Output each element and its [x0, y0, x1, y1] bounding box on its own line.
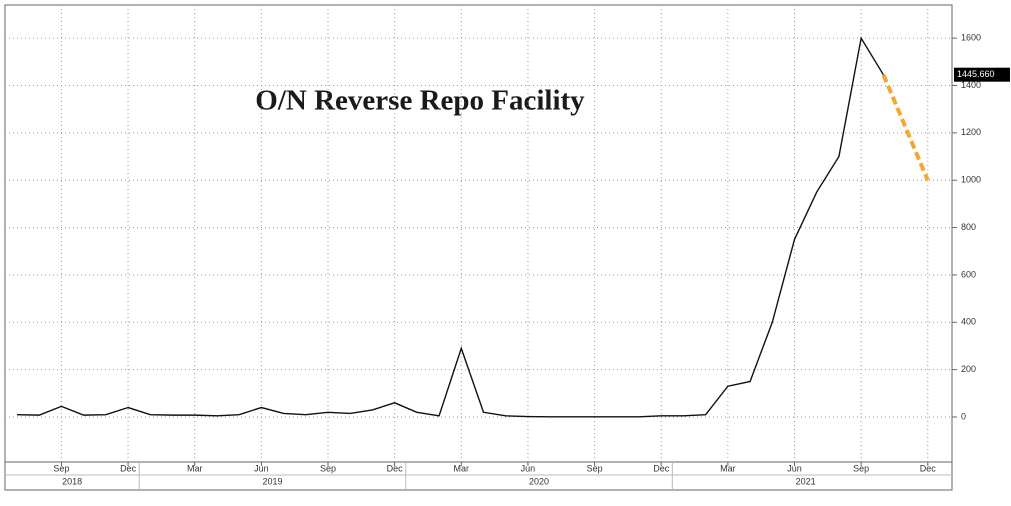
year-label: 2018 [62, 476, 82, 486]
year-label: 2019 [262, 476, 282, 486]
y-tick-label: 1400 [961, 80, 981, 90]
x-tick-label: Mar [454, 463, 470, 473]
x-tick-label: Mar [187, 463, 203, 473]
y-tick-label: 1000 [961, 175, 981, 185]
x-tick-label: Dec [920, 463, 937, 473]
y-tick-label: 0 [961, 411, 966, 421]
year-label: 2020 [529, 476, 549, 486]
y-tick-label: 400 [961, 317, 976, 327]
value-label: 1445.660 [957, 69, 995, 79]
series-line [16, 36, 884, 418]
plot-frame [4, 4, 953, 491]
y-tick-label: 600 [961, 269, 976, 279]
value-tag [954, 67, 1010, 82]
chart-title: O/N Reverse Repo Facility [255, 85, 585, 117]
x-tick-label: Dec [653, 463, 670, 473]
x-tick-label: Sep [587, 463, 603, 473]
projection-line [881, 73, 930, 181]
x-tick-label: Jun [521, 463, 536, 473]
y-tick-label: 800 [961, 222, 976, 232]
year-label: 2021 [796, 476, 816, 486]
x-tick-label: Dec [387, 463, 404, 473]
y-tick-label: 200 [961, 364, 976, 374]
x-tick-label: Sep [53, 463, 69, 473]
x-tick-label: Jun [254, 463, 269, 473]
x-tick-label: Sep [320, 463, 336, 473]
y-tick-label: 1200 [961, 127, 981, 137]
x-tick-label: Sep [853, 463, 869, 473]
x-tick-label: Dec [120, 463, 137, 473]
x-tick-label: Jun [787, 463, 802, 473]
y-tick-label: 1600 [961, 33, 981, 43]
x-tick-label: Mar [720, 463, 736, 473]
